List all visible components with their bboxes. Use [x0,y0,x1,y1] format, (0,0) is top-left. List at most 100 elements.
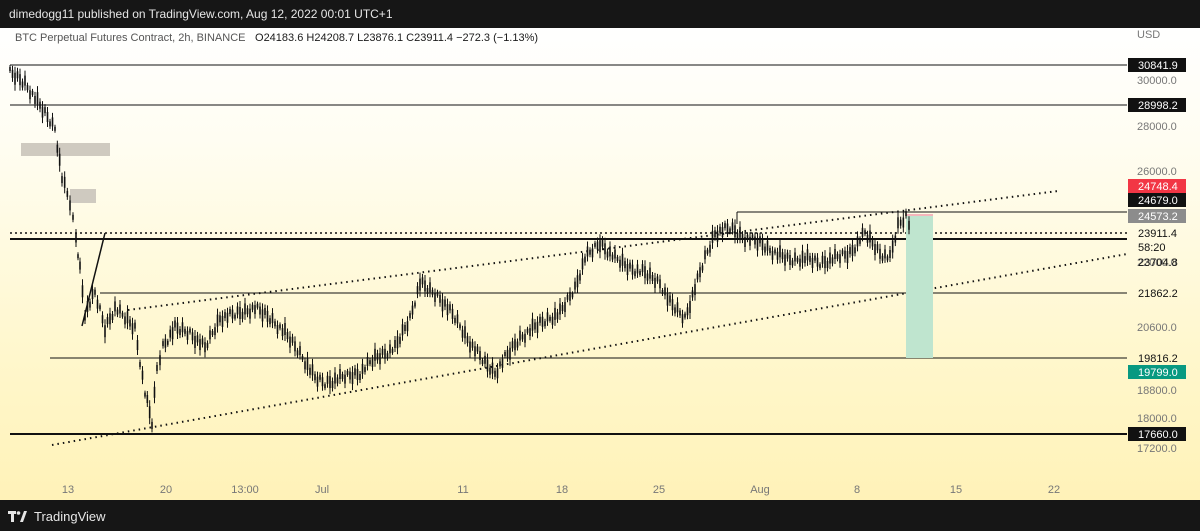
svg-text:23704.8: 23704.8 [1138,257,1178,269]
candle-body [504,352,506,356]
candle-body [666,293,669,306]
candle-body [249,308,251,319]
candle-body [646,273,649,281]
zone-box-1[interactable] [21,143,110,156]
candle-body [439,294,441,303]
candle-body [746,234,749,240]
candle-body [614,249,616,259]
candle-body [611,254,614,260]
price-label[interactable]: 23704.8 [1138,257,1178,269]
candle-body [419,278,421,291]
ohlc-value: 24208.7 [314,32,357,44]
position-target-zone[interactable] [906,216,933,358]
candle-body [866,234,869,243]
price-label[interactable]: 23911.4 [1138,228,1177,240]
candle-body [226,312,229,323]
candle-body [9,67,11,71]
candle-body [346,370,349,375]
channel-lower-line[interactable] [51,253,1128,446]
zone-box-2[interactable] [70,189,96,203]
brand-logo[interactable]: TradingView [8,509,106,524]
svg-text:19799.0: 19799.0 [1138,367,1178,379]
candle-body [304,361,306,370]
candle-body [491,362,494,374]
price-label[interactable]: 58:20 [1138,242,1166,254]
candle-body [251,304,254,310]
candle-body [58,153,61,166]
price-label[interactable]: 24573.2 [1128,209,1186,223]
price-axis[interactable]: USD 30000.0 28000.0 26000.0 22000.0 20600.0 1… [1128,29,1186,455]
svg-text:19816.2: 19816.2 [1138,353,1178,365]
price-label[interactable]: 19816.2 [1138,353,1178,365]
chart-svg[interactable]: BTC Perpetual Futures Contract, 2h, BINA… [0,28,1200,500]
candle-body [836,253,839,259]
candle-body [164,338,167,348]
price-label[interactable]: 28998.2 [1128,98,1186,112]
candle-body [319,374,321,380]
horizontal-levels[interactable] [10,64,1127,435]
candle-body [721,227,724,238]
candle-body [179,329,181,336]
candle-body [644,266,646,279]
candle-body [99,305,101,310]
candle-body [776,251,779,260]
candle-body [824,256,826,269]
position-stop-zone[interactable] [906,214,933,216]
candle-body [531,318,534,331]
candle-body [199,339,201,351]
candle-body [399,336,401,344]
candle-body [46,112,49,122]
candle-body [79,261,81,270]
candle-body [316,376,319,387]
ohlc-key: H [306,32,314,44]
candle-body [589,249,591,255]
candle-body [411,305,414,315]
candle-body [471,341,474,348]
candle-body [19,74,21,86]
candle-body [431,289,434,295]
candle-body [704,250,706,260]
candle-body [789,255,791,265]
candle-body [839,254,841,264]
price-label[interactable]: 24748.4 [1128,179,1186,193]
candle-body [329,376,331,389]
price-label[interactable]: 30841.9 [1128,58,1186,72]
trend-channel[interactable] [51,190,1128,446]
candle-body [421,277,424,285]
candle-body [324,384,326,389]
ohlc-value: 24183.6 [264,32,307,44]
price-label[interactable]: 21862.2 [1138,288,1178,300]
chart-area[interactable]: BTC Perpetual Futures Contract, 2h, BINA… [0,28,1200,500]
candle-body [856,236,859,247]
footer-bar: TradingView [0,500,1200,531]
ohlc-key: L [357,32,363,44]
candle-body [749,236,751,246]
candle-body [554,307,556,320]
price-label[interactable]: 24679.0 [1128,193,1186,207]
price-tick: 17200.0 [1137,443,1177,455]
candle-body [441,299,444,312]
time-axis[interactable]: 13 20 13:00 Jul 11 18 25 Aug 8 15 22 [62,484,1060,496]
candle-body [784,254,786,266]
candle-body [791,260,794,266]
candle-body [816,257,819,267]
price-label[interactable]: 19799.0 [1128,365,1186,379]
candle-body [889,250,891,258]
candle-body [489,367,491,375]
ohlc-values: O24183.6 H24208.7 L23876.1 C23911.4 −272… [255,32,538,44]
candle-body [246,308,249,315]
candle-body [336,377,339,384]
candle-body [694,284,696,296]
price-label[interactable]: 17660.0 [1128,427,1186,441]
candle-body [444,299,446,307]
candle-body [586,246,589,257]
candle-body [474,346,476,357]
price-tick: 18800.0 [1137,385,1177,397]
candle-body [516,341,519,348]
candle-body [566,294,569,300]
candle-body [751,234,754,239]
candle-body [897,217,899,229]
candle-body [231,309,234,319]
candle-body [309,367,311,375]
candle-body [814,255,816,261]
